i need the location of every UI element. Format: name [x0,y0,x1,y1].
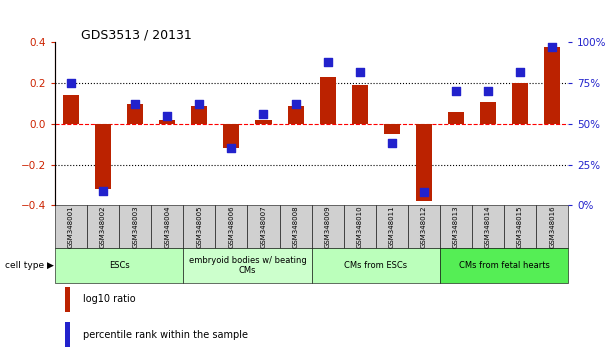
Bar [544,47,560,124]
Point [66,80,76,86]
Bar [320,77,335,124]
Bar [152,205,183,248]
Bar [95,124,111,189]
Text: GSM348002: GSM348002 [100,205,106,248]
Point [355,69,365,75]
Bar [183,205,216,248]
Bar [65,287,70,312]
Text: embryoid bodies w/ beating
CMs: embryoid bodies w/ beating CMs [189,256,306,275]
Bar [216,205,247,248]
Bar [472,205,504,248]
Text: GSM348003: GSM348003 [132,205,138,248]
Bar [480,102,496,124]
Text: GSM348012: GSM348012 [421,205,427,248]
Point [194,102,204,107]
Bar [224,124,240,148]
Text: GSM348014: GSM348014 [485,205,491,248]
Bar [352,85,368,124]
Point [323,59,332,65]
Text: GSM348008: GSM348008 [293,205,299,248]
Bar [191,105,207,124]
Bar [247,205,280,248]
Bar [65,322,70,347]
Point [258,111,268,117]
Bar [119,205,152,248]
Bar [512,83,528,124]
Point [419,189,429,195]
Point [163,113,172,119]
Point [227,145,236,151]
Bar [384,124,400,134]
Point [387,141,397,146]
Bar [343,205,376,248]
Text: GSM348009: GSM348009 [324,205,331,248]
Bar [255,120,271,124]
Bar [63,96,79,124]
Text: cell type ▶: cell type ▶ [4,261,53,270]
Bar [55,248,183,283]
Bar [288,105,304,124]
Point [547,45,557,50]
Bar [448,112,464,124]
Text: GSM348016: GSM348016 [549,205,555,248]
Bar [87,205,119,248]
Text: GSM348001: GSM348001 [68,205,74,248]
Text: GSM348004: GSM348004 [164,205,170,248]
Bar [312,205,343,248]
Bar [440,248,568,283]
Bar [408,205,440,248]
Text: GSM348013: GSM348013 [453,205,459,248]
Point [451,88,461,94]
Text: GSM348005: GSM348005 [196,205,202,248]
Text: GDS3513 / 20131: GDS3513 / 20131 [81,28,191,41]
Text: CMs from fetal hearts: CMs from fetal hearts [459,261,549,270]
Bar [55,205,87,248]
Bar [504,205,536,248]
Text: ESCs: ESCs [109,261,130,270]
Bar [312,248,440,283]
Point [98,188,108,194]
Bar [440,205,472,248]
Bar [280,205,312,248]
Point [291,102,301,107]
Text: percentile rank within the sample: percentile rank within the sample [83,330,248,340]
Bar [183,248,312,283]
Text: CMs from ESCs: CMs from ESCs [344,261,408,270]
Text: GSM348006: GSM348006 [229,205,235,248]
Point [130,102,140,107]
Point [515,69,525,75]
Bar [536,205,568,248]
Bar [127,104,143,124]
Text: log10 ratio: log10 ratio [83,295,136,304]
Bar [159,120,175,124]
Text: GSM348010: GSM348010 [357,205,363,248]
Text: GSM348007: GSM348007 [260,205,266,248]
Text: GSM348015: GSM348015 [517,205,523,248]
Bar [376,205,408,248]
Bar [416,124,432,201]
Point [483,88,493,94]
Text: GSM348011: GSM348011 [389,205,395,248]
